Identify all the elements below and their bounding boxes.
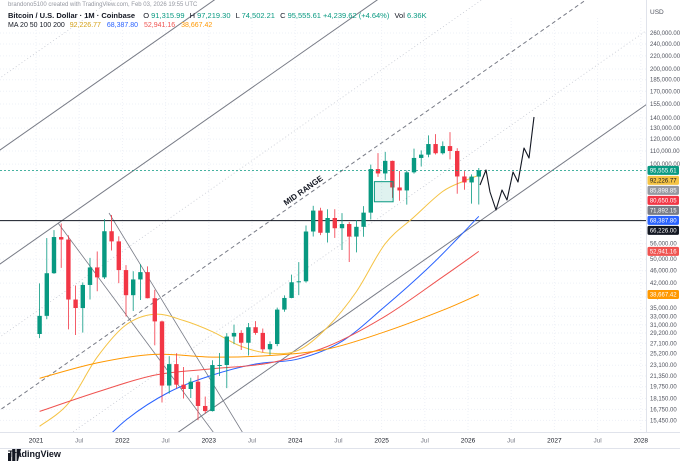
svg-text:95,555.61: 95,555.61 <box>650 169 677 175</box>
svg-text:80,650.05: 80,650.05 <box>650 199 677 205</box>
close-label: C <box>280 11 286 20</box>
svg-text:92,226.77: 92,226.77 <box>650 179 677 185</box>
svg-text:Jul: Jul <box>75 438 84 445</box>
symbol-title[interactable]: Bitcoin / U.S. Dollar · 1M · Coinbase <box>8 11 136 20</box>
tradingview-logo-icon <box>8 449 21 461</box>
svg-text:Jul: Jul <box>421 438 430 445</box>
svg-text:240,000.00: 240,000.00 <box>650 42 680 48</box>
svg-text:31,000.00: 31,000.00 <box>650 323 677 329</box>
svg-text:170,000.00: 170,000.00 <box>650 89 680 95</box>
svg-text:33,000.00: 33,000.00 <box>650 314 677 320</box>
price-badges: 95,555.61 92,226.77 85,898.85 80,650.05 71,8… <box>647 165 679 300</box>
svg-text:15,450.00: 15,450.00 <box>650 418 677 424</box>
svg-text:130,000.00: 130,000.00 <box>650 126 680 132</box>
svg-text:2024: 2024 <box>288 438 303 445</box>
ma-line-MA200 <box>39 294 479 379</box>
ma-indicator-row[interactable]: MA 20 50 100 200 92,226.77 68,387.80 52,… <box>8 22 216 29</box>
svg-text:2025: 2025 <box>374 438 389 445</box>
volume-value: 6.36K <box>406 11 427 20</box>
svg-text:25,200.00: 25,200.00 <box>650 351 677 357</box>
low-label: L <box>235 11 240 20</box>
change-value: +4,239.62 (+4.64%) <box>323 11 390 20</box>
candlesticks <box>37 132 481 421</box>
ma-indicator-label: MA 20 50 100 200 <box>8 22 65 29</box>
svg-text:23,100.00: 23,100.00 <box>650 363 677 369</box>
svg-text:27,100.00: 27,100.00 <box>650 341 677 347</box>
ma100-value: 52,941.16 <box>144 22 176 29</box>
svg-text:71,892.15: 71,892.15 <box>650 209 677 215</box>
chart-attribution: brandono5100 created with TradingView.co… <box>8 2 198 8</box>
svg-text:2026: 2026 <box>461 438 476 445</box>
svg-text:2022: 2022 <box>115 438 130 445</box>
svg-text:260,000.00: 260,000.00 <box>650 31 680 37</box>
projection-path-drawing[interactable] <box>479 116 535 211</box>
tradingview-logo[interactable]: TradingView <box>8 449 61 461</box>
svg-text:52,941.16: 52,941.16 <box>650 250 677 256</box>
svg-text:120,000.00: 120,000.00 <box>650 137 680 143</box>
svg-text:42,000.00: 42,000.00 <box>650 281 677 287</box>
svg-text:29,200.00: 29,200.00 <box>650 331 677 337</box>
svg-text:185,000.00: 185,000.00 <box>650 78 680 84</box>
svg-text:2027: 2027 <box>547 438 562 445</box>
close-value: 95,555.61 <box>287 11 321 20</box>
svg-text:66,226.00: 66,226.00 <box>650 229 677 235</box>
high-value: 97,219.30 <box>197 11 231 20</box>
svg-text:16,750.00: 16,750.00 <box>650 407 677 413</box>
svg-text:110,000.00: 110,000.00 <box>650 149 680 155</box>
low-value: 74,502.21 <box>241 11 275 20</box>
svg-text:85,898.85: 85,898.85 <box>650 189 677 195</box>
svg-text:50,000.00: 50,000.00 <box>650 257 677 263</box>
svg-text:46,000.00: 46,000.00 <box>650 269 677 275</box>
svg-text:68,387.80: 68,387.80 <box>650 219 677 225</box>
svg-text:21,350.00: 21,350.00 <box>650 374 677 380</box>
svg-text:35,000.00: 35,000.00 <box>650 306 677 312</box>
tradingview-logo-text: TradingView <box>8 449 61 459</box>
open-value: 91,315.99 <box>151 11 185 20</box>
ma200-value: 38,667.42 <box>181 22 213 29</box>
bottom-bar <box>0 448 680 464</box>
ma20-value: 92,226.77 <box>69 22 101 29</box>
svg-text:Jul: Jul <box>507 438 516 445</box>
time-scale[interactable]: 2021 Jul 2022 Jul 2023 Jul 2024 Jul 2025 Jul 2026 J… <box>0 432 680 448</box>
svg-text:Jul: Jul <box>248 438 257 445</box>
ma50-value: 68,387.80 <box>106 22 139 29</box>
svg-text:18,150.00: 18,150.00 <box>650 396 677 402</box>
volume-label: Vol <box>394 11 405 20</box>
svg-text:38,667.42: 38,667.42 <box>650 293 677 299</box>
svg-text:Jul: Jul <box>161 438 170 445</box>
svg-text:155,000.00: 155,000.00 <box>650 102 680 108</box>
svg-text:56,000.00: 56,000.00 <box>650 242 677 248</box>
svg-text:2023: 2023 <box>202 438 217 445</box>
symbol-info-bar[interactable]: Bitcoin / U.S. Dollar · 1M · Coinbase O … <box>8 11 427 20</box>
svg-text:2021: 2021 <box>29 438 44 445</box>
open-label: O <box>143 11 150 20</box>
svg-text:100,000.00: 100,000.00 <box>650 162 680 168</box>
svg-text:2028: 2028 <box>634 438 649 445</box>
high-label: H <box>189 11 196 20</box>
svg-text:220,000.00: 220,000.00 <box>650 54 680 60</box>
long-position-box[interactable] <box>373 181 394 203</box>
svg-text:Jul: Jul <box>593 438 602 445</box>
price-scale-unit: USD <box>650 9 664 16</box>
svg-text:140,000.00: 140,000.00 <box>650 116 680 122</box>
svg-text:19,750.00: 19,750.00 <box>650 385 677 391</box>
svg-text:200,000.00: 200,000.00 <box>650 67 680 73</box>
ma-line-MA100 <box>39 250 480 412</box>
svg-text:Jul: Jul <box>334 438 343 445</box>
